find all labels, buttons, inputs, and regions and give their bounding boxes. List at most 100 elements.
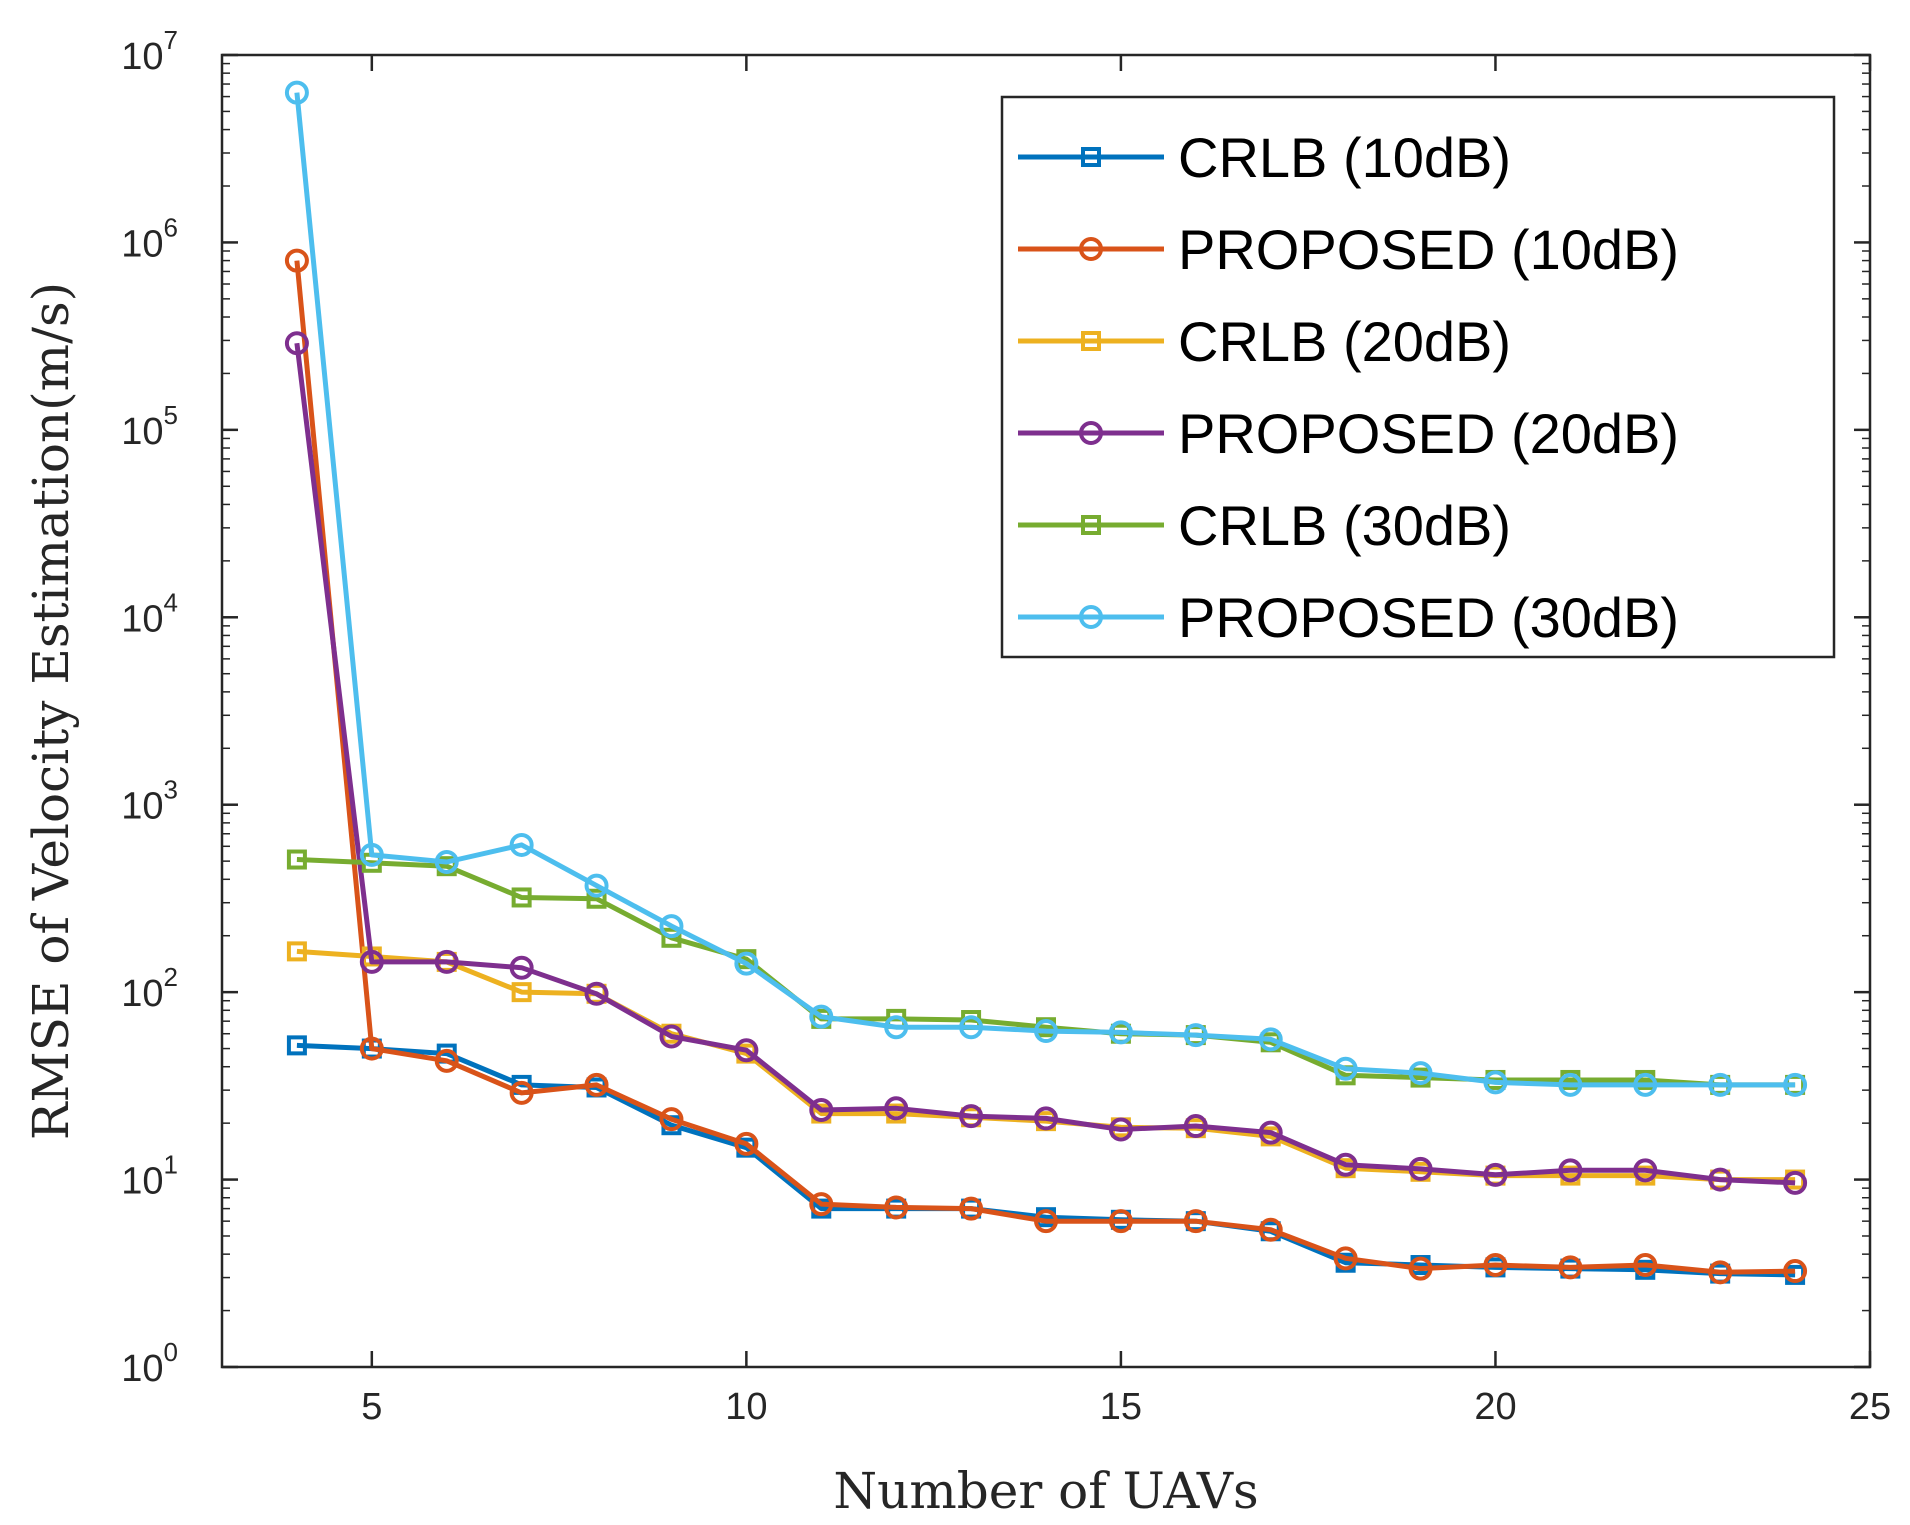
data-point [659,1024,684,1049]
data-point [434,1048,459,1073]
data-point [284,331,309,356]
plot-frame [220,53,1872,1369]
y-tick-base: 10 [121,598,163,640]
y-tick-exponent: 4 [164,587,178,617]
data-point [1333,1056,1358,1081]
y-tick-label: 103 [121,775,178,828]
y-tick-exponent: 6 [164,212,178,242]
legend-marker [1079,605,1103,629]
data-point [1708,1072,1733,1097]
data-point [509,1080,534,1105]
data-point [1408,1061,1433,1086]
y-tick-base: 10 [121,411,163,453]
legend-label: PROPOSED (30dB) [1178,586,1679,649]
data-point [434,949,459,974]
legend-label: CRLB (10dB) [1178,126,1511,189]
legend-marker [1081,147,1101,167]
data-point [511,982,532,1003]
y-tick-label: 105 [121,400,178,453]
x-tick-labels: 5 10 15 20 25 [361,1386,1891,1428]
data-point [284,80,309,105]
data-point [1558,1072,1583,1097]
series-6 [284,80,1808,1097]
y-tick-exponent: 7 [164,25,178,55]
data-point [1034,1019,1058,1044]
data-point [359,1036,384,1061]
data-point [1558,1255,1583,1280]
legend-label: CRLB (20dB) [1178,310,1511,373]
y-tick-base: 10 [121,786,163,828]
x-axis-title: Number of UAVs [833,1462,1258,1520]
series-line [294,342,1796,1186]
data-point [1258,1027,1283,1052]
legend-marker [1081,515,1101,535]
series-line [294,260,1796,1275]
data-point [584,873,609,898]
data-point [1708,1167,1733,1192]
data-point [1333,1152,1358,1177]
y-tick-label: 106 [121,212,178,265]
data-point [1408,1256,1433,1281]
x-tick-label: 20 [1474,1386,1516,1428]
x-tick-label: 10 [725,1386,767,1428]
y-tick-base: 10 [121,973,163,1015]
y-tick-base: 10 [121,36,163,78]
y-tick-exponent: 1 [164,1150,178,1180]
data-point [359,842,384,867]
data-point [661,927,682,948]
series-line [296,948,1796,1183]
data-point [884,1015,909,1040]
x-tick-label: 25 [1849,1386,1891,1428]
data-point [659,914,684,939]
data-point [734,951,759,976]
legend: CRLB (10dB) PROPOSED (10dB) CRLB (20dB) PRO… [1000,95,1836,659]
y-tick-label: 101 [121,1150,178,1203]
y-tick-label: 102 [121,962,178,1015]
series-2 [284,248,1808,1285]
y-axis-title: RMSE of Velocity Estimation(m/s) [22,282,80,1140]
data-point [1034,1106,1058,1131]
data-point [809,1004,834,1029]
data-point [1558,1158,1583,1183]
data-point [809,1098,834,1123]
y-tick-label: 104 [121,587,178,640]
data-point [586,888,607,909]
legend-marker [1079,237,1103,261]
data-point [959,1196,984,1221]
legend-entry: CRLB (20dB) [1018,310,1511,373]
data-point [1258,1120,1283,1145]
y-tick-label: 107 [121,25,178,78]
legend-label: CRLB (30dB) [1178,494,1511,557]
data-point [1183,1209,1208,1234]
data-point [1183,1023,1208,1048]
data-point [511,887,532,908]
data-point [659,1107,684,1132]
y-tick-base: 10 [121,223,163,265]
data-point [1333,1246,1358,1271]
data-point [884,1096,909,1121]
data-point [1108,1020,1133,1045]
y-tick-label: 100 [121,1337,178,1390]
data-point [1483,1253,1508,1278]
y-tick-base: 10 [121,1348,163,1390]
data-point [1258,1217,1283,1242]
data-point [734,1038,759,1063]
data-point [509,832,534,857]
data-point [286,1035,307,1056]
legend-box [1000,95,1836,659]
x-tick-label: 5 [361,1386,382,1428]
legend-label: PROPOSED (10dB) [1178,218,1679,281]
data-point [1108,1209,1133,1234]
legend-entry: CRLB (30dB) [1018,494,1511,557]
data-point [809,1192,834,1217]
data-point [884,1195,909,1220]
data-point [1408,1156,1433,1181]
legend-items: CRLB (10dB) PROPOSED (10dB) CRLB (20dB) PRO… [1018,126,1679,649]
legend-entry: PROPOSED (20dB) [1018,402,1679,465]
data-point [1633,1253,1658,1278]
data-point [1783,1170,1808,1195]
data-point [1483,1070,1508,1095]
data-point [959,1015,984,1040]
data-point [584,1072,609,1097]
legend-label: PROPOSED (20dB) [1178,402,1679,465]
